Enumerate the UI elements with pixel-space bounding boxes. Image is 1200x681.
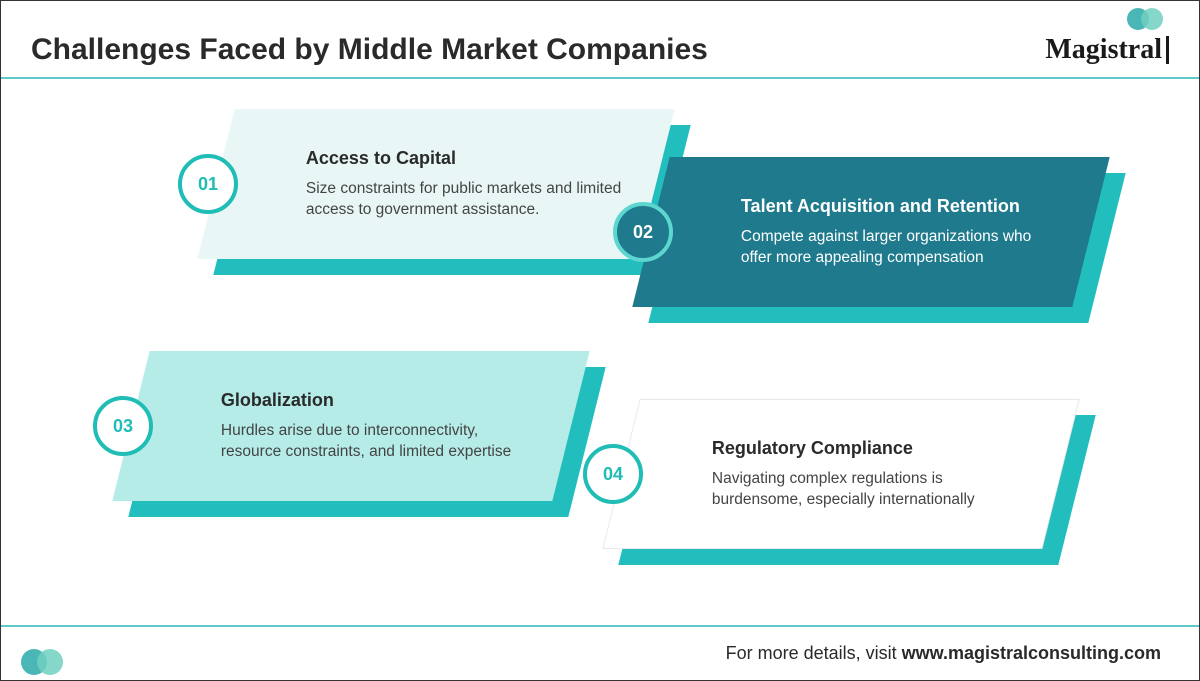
card-title: Access to Capital [306, 148, 626, 169]
card-title: Talent Acquisition and Retention [741, 196, 1061, 217]
footer: For more details, visit www.magistralcon… [1, 625, 1199, 680]
card-number-badge: 01 [178, 154, 238, 214]
card-number-badge: 03 [93, 396, 153, 456]
card-number: 01 [185, 161, 231, 207]
card-title: Globalization [221, 390, 541, 411]
challenge-card: Talent Acquisition and Retention Compete … [651, 157, 1111, 317]
brand-logo: Magistral [1045, 36, 1169, 64]
footer-url: www.magistralconsulting.com [902, 643, 1161, 663]
page-title: Challenges Faced by Middle Market Compan… [31, 33, 708, 67]
card-main: Talent Acquisition and Retention Compete … [632, 157, 1109, 307]
card-description: Hurdles arise due to interconnectivity, … [221, 421, 541, 463]
brand-circles-icon [1125, 7, 1165, 31]
card-number-badge: 04 [583, 444, 643, 504]
footer-prefix: For more details, visit [726, 643, 902, 663]
card-main: Globalization Hurdles arise due to interc… [112, 351, 589, 501]
card-number: 02 [620, 209, 666, 255]
card-description: Compete against larger organizations who… [741, 227, 1061, 269]
brand-name: Magistral [1045, 36, 1169, 64]
content-area: Access to Capital Size constraints for pu… [1, 79, 1199, 627]
card-main: Regulatory Compliance Navigating complex … [602, 399, 1079, 549]
card-main: Access to Capital Size constraints for pu… [197, 109, 674, 259]
card-title: Regulatory Compliance [712, 438, 1030, 459]
footer-circles-icon [19, 648, 65, 676]
card-number: 04 [590, 451, 636, 497]
challenge-card: Regulatory Compliance Navigating complex … [621, 399, 1081, 559]
footer-text: For more details, visit www.magistralcon… [726, 643, 1161, 664]
card-description: Size constraints for public markets and … [306, 179, 626, 221]
card-description: Navigating complex regulations is burden… [712, 469, 1030, 511]
card-number-badge: 02 [613, 202, 673, 262]
challenge-card: Globalization Hurdles arise due to interc… [131, 351, 591, 511]
challenge-card: Access to Capital Size constraints for pu… [216, 109, 676, 269]
header: Challenges Faced by Middle Market Compan… [1, 1, 1199, 79]
card-number: 03 [100, 403, 146, 449]
